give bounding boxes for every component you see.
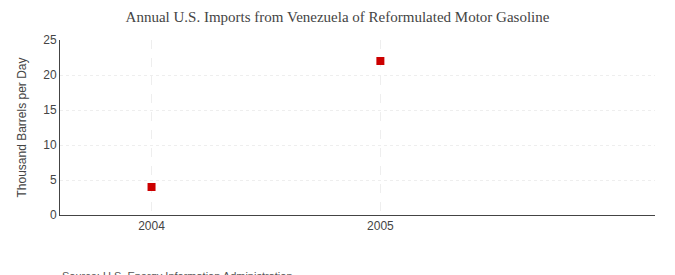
svg-text:15: 15 [43, 103, 57, 117]
svg-text:20: 20 [43, 68, 57, 82]
svg-text:5: 5 [50, 173, 57, 187]
svg-text:2005: 2005 [367, 219, 394, 233]
svg-text:25: 25 [43, 33, 57, 47]
svg-text:Thousand Barrels per Day: Thousand Barrels per Day [15, 57, 29, 197]
svg-text:10: 10 [43, 138, 57, 152]
svg-text:0: 0 [50, 208, 57, 222]
svg-text:2004: 2004 [138, 219, 165, 233]
svg-text:Annual U.S. Imports from Venez: Annual U.S. Imports from Venezuela of Re… [126, 9, 550, 25]
svg-text:Source: U.S. Energy Informatio: Source: U.S. Energy Information Administ… [62, 270, 293, 275]
